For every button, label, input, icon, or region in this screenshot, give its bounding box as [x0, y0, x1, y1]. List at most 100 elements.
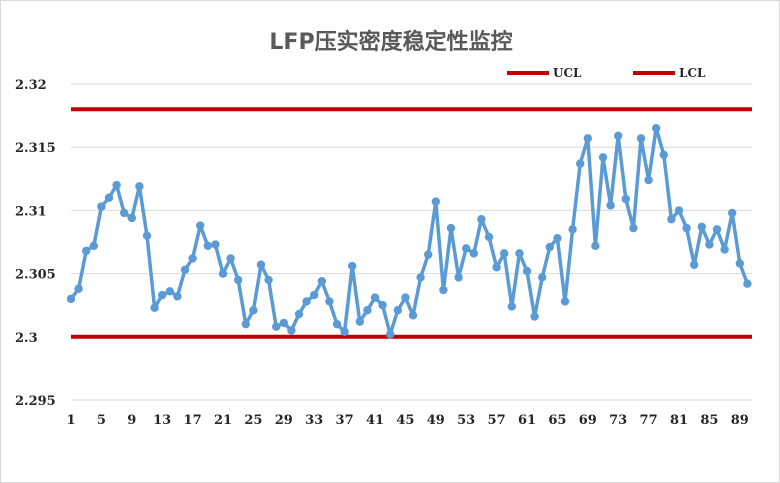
x-tick-label: 53 — [457, 413, 475, 428]
chart-title: LFP压实密度稳定性监控 — [269, 29, 512, 55]
data-point — [249, 306, 258, 315]
data-point — [484, 232, 494, 242]
data-point — [363, 306, 372, 315]
data-point — [325, 297, 334, 306]
data-point — [598, 153, 608, 162]
data-point — [226, 254, 235, 263]
data-point — [370, 293, 380, 302]
x-tick-label: 69 — [579, 413, 597, 428]
data-point — [165, 287, 174, 296]
x-tick-label: 49 — [427, 413, 445, 428]
x-tick-label: 21 — [214, 413, 232, 428]
data-point — [553, 234, 562, 243]
data-point — [614, 131, 623, 141]
data-point — [120, 208, 129, 218]
data-point — [606, 201, 615, 210]
data-point — [439, 285, 448, 295]
data-point — [416, 273, 425, 282]
data-point — [135, 182, 144, 191]
data-point — [180, 265, 190, 275]
x-tick-label: 73 — [609, 413, 627, 428]
data-point — [636, 134, 646, 143]
data-point — [272, 322, 281, 331]
data-point — [462, 244, 471, 253]
data-point — [158, 290, 167, 300]
data-point — [97, 202, 106, 211]
data-point — [735, 259, 744, 268]
data-point — [173, 292, 182, 301]
data-point — [682, 223, 691, 233]
data-point — [477, 215, 486, 224]
data-point — [545, 242, 554, 252]
data-point — [340, 327, 349, 336]
data-point — [332, 319, 342, 329]
data-point — [690, 260, 699, 269]
data-point — [728, 208, 737, 218]
control-limits — [71, 107, 752, 339]
data-point — [492, 263, 501, 272]
data-point — [302, 297, 311, 306]
data-point — [424, 250, 433, 259]
data-point — [652, 124, 661, 133]
data-point — [234, 275, 243, 285]
x-tick-label: 85 — [700, 413, 718, 428]
data-point — [127, 213, 136, 223]
x-tick-label: 89 — [731, 413, 749, 428]
legend-label-ucl: UCL — [553, 66, 582, 80]
y-axis-ticks: 2.295 2.3 2.305 2.31 2.315 2.32 — [15, 78, 56, 409]
x-tick-label: 1 — [66, 413, 75, 428]
x-tick-label: 17 — [184, 413, 202, 428]
data-point — [538, 273, 547, 282]
data-point — [348, 261, 357, 271]
x-tick-label: 9 — [127, 413, 136, 428]
x-tick-label: 65 — [548, 413, 566, 428]
data-point — [401, 293, 410, 302]
y-tick-label: 2.32 — [15, 78, 47, 93]
x-axis-ticks: 1 5 9 13 17 21 25 29 33 37 41 45 49 53 57 61 65 69 73 77 81 8… — [66, 413, 748, 428]
data-point — [241, 319, 250, 329]
data-point — [560, 297, 570, 306]
data-point — [583, 134, 592, 143]
data-point — [712, 225, 722, 234]
data-point — [203, 241, 212, 250]
data-point — [697, 222, 706, 232]
data-point — [644, 175, 653, 185]
x-tick-label: 81 — [670, 413, 688, 428]
data-point — [66, 294, 76, 304]
x-tick-label: 45 — [396, 413, 414, 428]
data-point — [256, 260, 266, 269]
data-point — [659, 150, 668, 159]
data-point — [310, 290, 319, 300]
data-point — [218, 269, 228, 278]
data-point — [82, 246, 91, 256]
data-series — [66, 124, 752, 339]
data-point — [507, 302, 516, 311]
data-point — [294, 309, 304, 319]
data-point — [386, 330, 395, 339]
data-point — [104, 193, 114, 202]
grid-lines — [71, 83, 752, 401]
y-tick-label: 2.295 — [15, 394, 56, 409]
data-point — [720, 245, 729, 254]
data-point — [112, 180, 121, 190]
data-point — [629, 223, 638, 233]
x-tick-label: 29 — [275, 413, 293, 428]
data-point — [264, 275, 273, 285]
data-point — [515, 249, 524, 258]
data-point — [705, 240, 714, 249]
data-point — [408, 311, 418, 320]
data-point — [469, 249, 478, 258]
x-tick-label: 33 — [305, 413, 323, 428]
x-tick-label: 13 — [153, 413, 171, 428]
y-tick-label: 2.3 — [15, 331, 38, 346]
data-point — [378, 301, 387, 310]
data-point — [317, 276, 326, 286]
x-tick-label: 37 — [336, 413, 354, 428]
data-point — [454, 273, 463, 282]
y-tick-label: 2.305 — [15, 268, 56, 283]
x-tick-label: 41 — [366, 413, 384, 428]
data-point — [287, 326, 296, 335]
data-point — [89, 241, 99, 250]
